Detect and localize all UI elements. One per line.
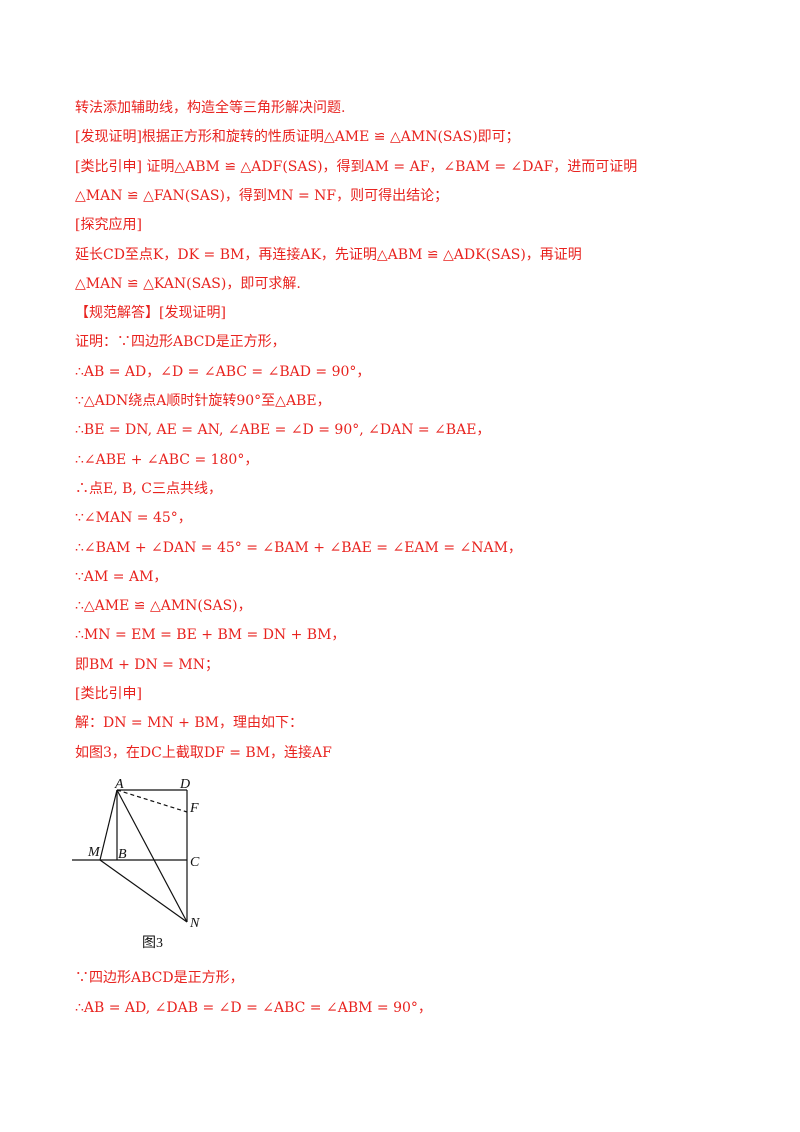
text-line: [类比引申] [75,686,142,702]
text-line: 解：DN = MN + BM，理由如下： [75,715,303,732]
text-line: 【规范解答】[发现证明] [75,305,226,322]
text-line: 如图3，在DC上截取DF = BM，连接AF [75,744,332,761]
text-line: △MAN ≌ △FAN(SAS)，得到MN = NF，则可得出结论； [75,187,449,204]
text-line: ∴∠ABE + ∠ABC = 180°， [75,451,259,468]
line [99,859,188,923]
line [99,789,118,861]
point-label: A [114,777,124,792]
text-line: 延长CD至点K，DK = BM，再连接AK，先证明△ABM ≌ △ADK(SAS… [75,246,582,263]
point-label: M [87,845,101,860]
text-line: ∵AM = AM， [75,568,168,585]
text-line: △MAN ≌ △KAN(SAS)，即可求解. [75,275,301,292]
text-line: [发现证明]根据正方形和旋转的性质证明△AME ≌ △AMN(SAS)即可； [75,129,520,146]
point-label: C [190,855,200,870]
text-line: ∵四边形ABCD是正方形， [75,970,244,986]
text-line: 即BM + DN = MN； [75,656,219,673]
dashed-line [116,789,188,813]
caption: 图3 [142,936,163,951]
figure-3: A D F M B C N 图3 [72,777,200,951]
point-label: N [189,916,200,931]
text-line: 转法添加辅助线，构造全等三角形解决问题. [75,100,346,116]
text-line: ∴AB = AD，∠D = ∠ABC = ∠BAD = 90°， [75,363,371,380]
text-line: ∴△AME ≌ △AMN(SAS)， [75,598,252,615]
line [116,789,188,923]
text-line: ∵△ADN绕点A顺时针旋转90°至△ABE， [75,393,331,409]
text-line: 证明：∵四边形ABCD是正方形， [75,334,286,351]
text-line: ∴BE = DN, AE = AN, ∠ABE = ∠D = 90°, ∠DAN… [75,422,491,439]
text-line: [探究应用] [75,217,142,234]
text-line: ∴AB = AD, ∠DAB = ∠D = ∠ABC = ∠ABM = 90°， [75,1000,432,1016]
text-line: ∴MN = EM = BE + BM = DN + BM， [75,627,346,644]
point-label: D [179,777,190,792]
text-line: [类比引申] 证明△ABM ≌ △ADF(SAS)，得到AM = AF，∠BAM… [75,158,638,175]
point-label: F [189,801,199,816]
text-line: ∵∠MAN = 45°， [75,510,192,527]
text-line: ∴点E, B, C三点共线， [75,480,223,497]
point-label: B [118,847,127,862]
text-line: ∴∠BAM + ∠DAN = 45° = ∠BAM + ∠BAE = ∠EAM … [75,539,522,556]
